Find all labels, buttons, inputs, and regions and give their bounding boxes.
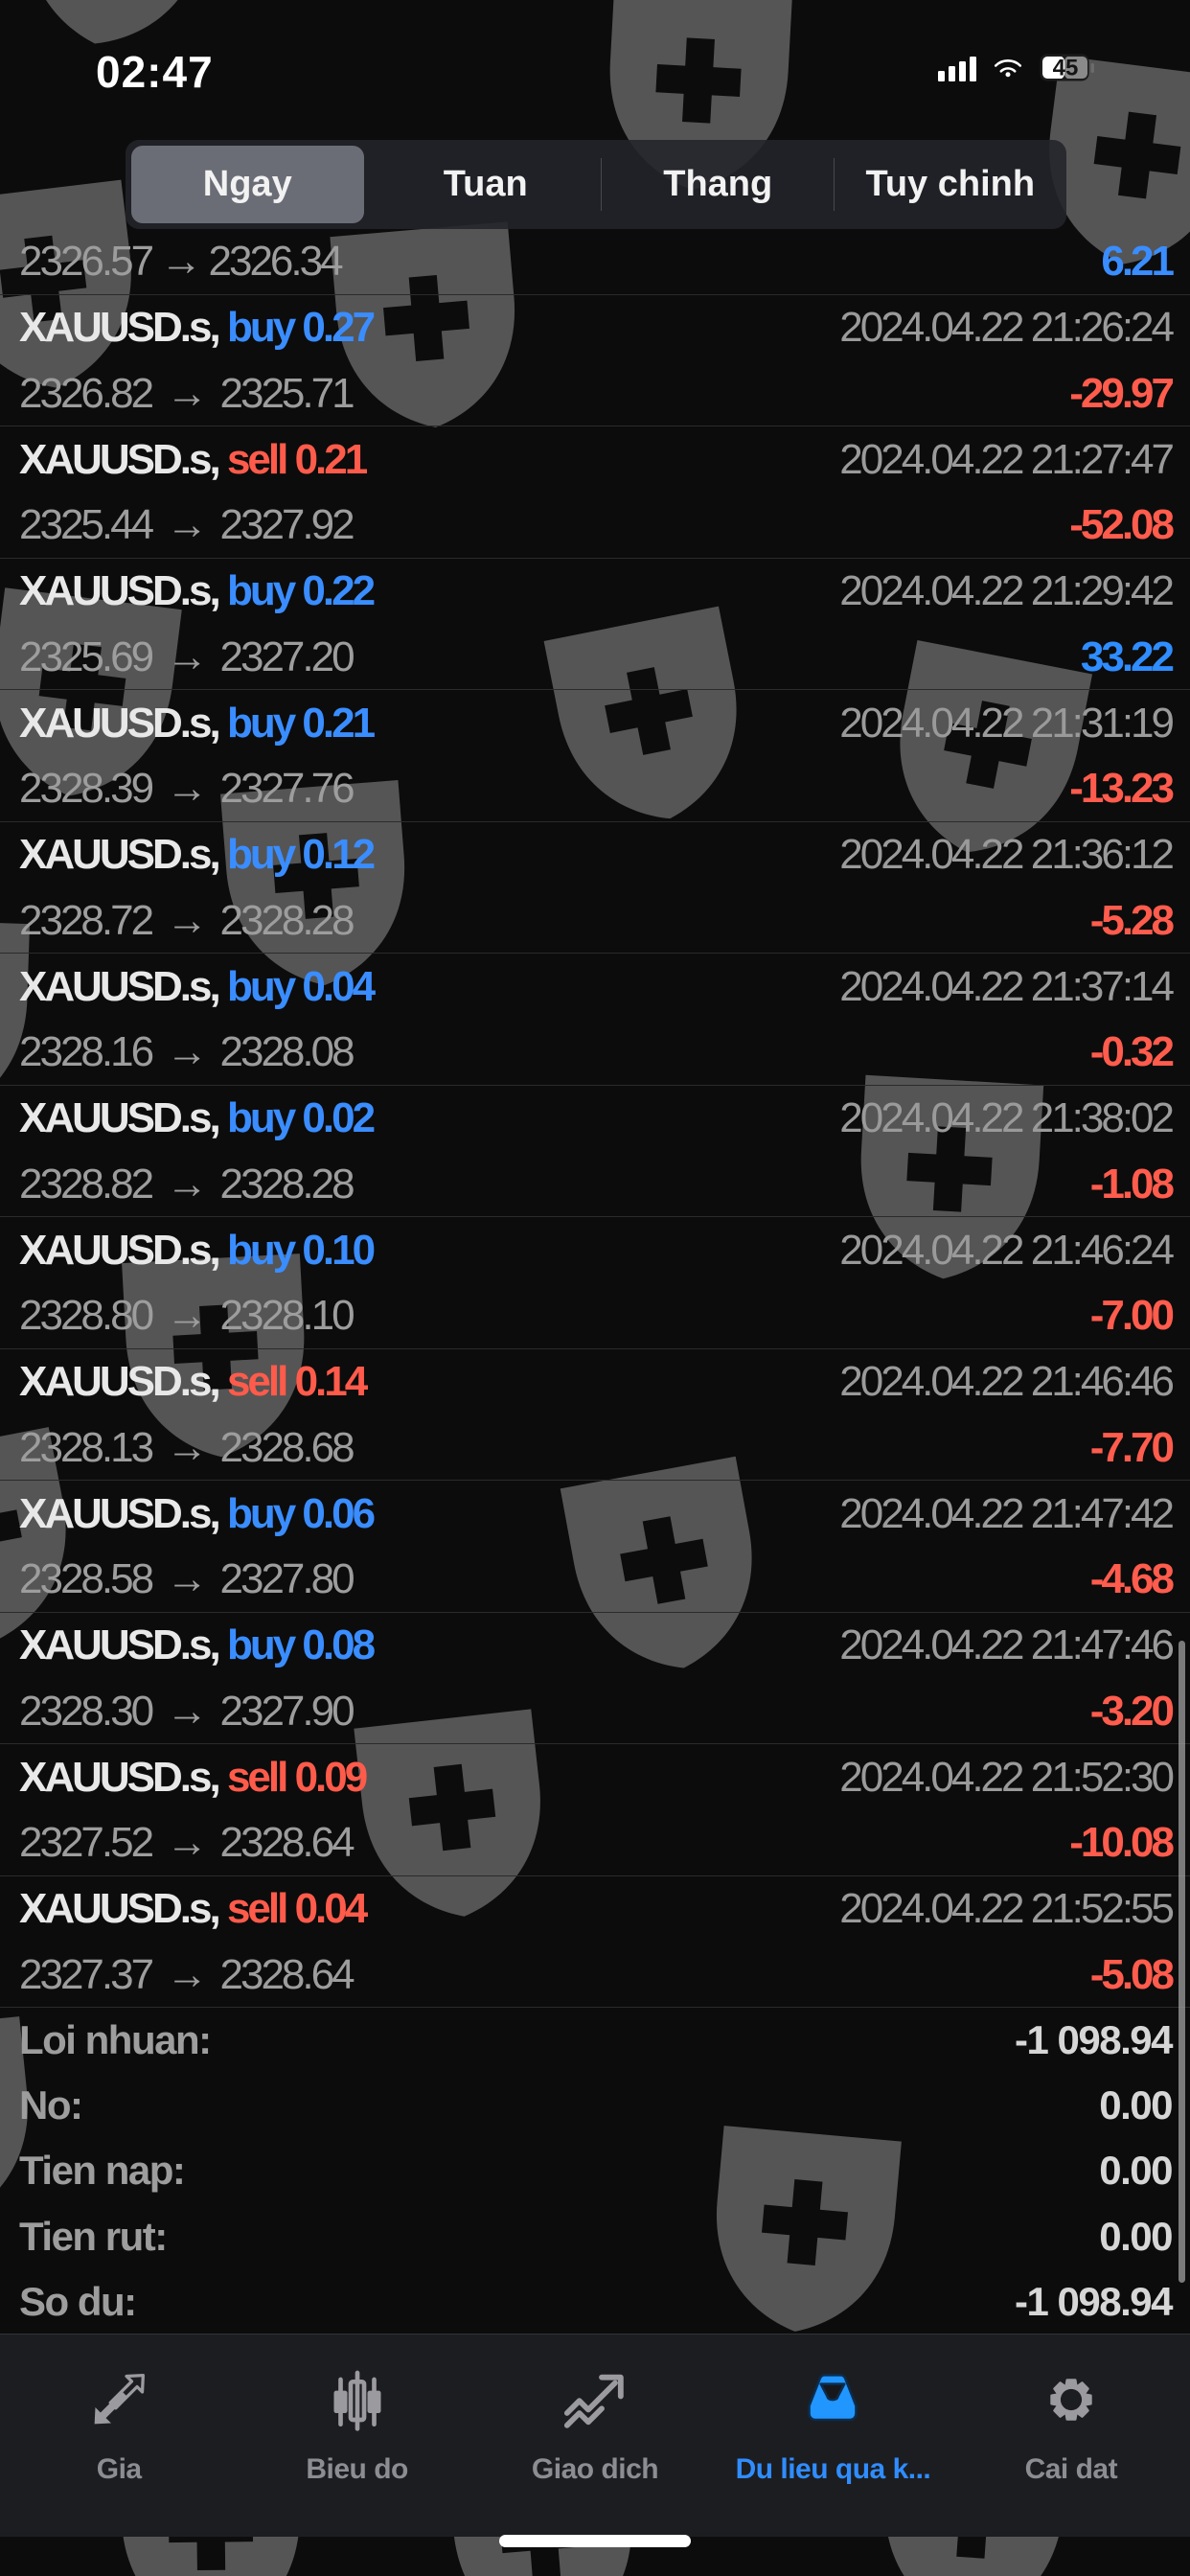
svg-text:45: 45 xyxy=(1053,56,1079,81)
